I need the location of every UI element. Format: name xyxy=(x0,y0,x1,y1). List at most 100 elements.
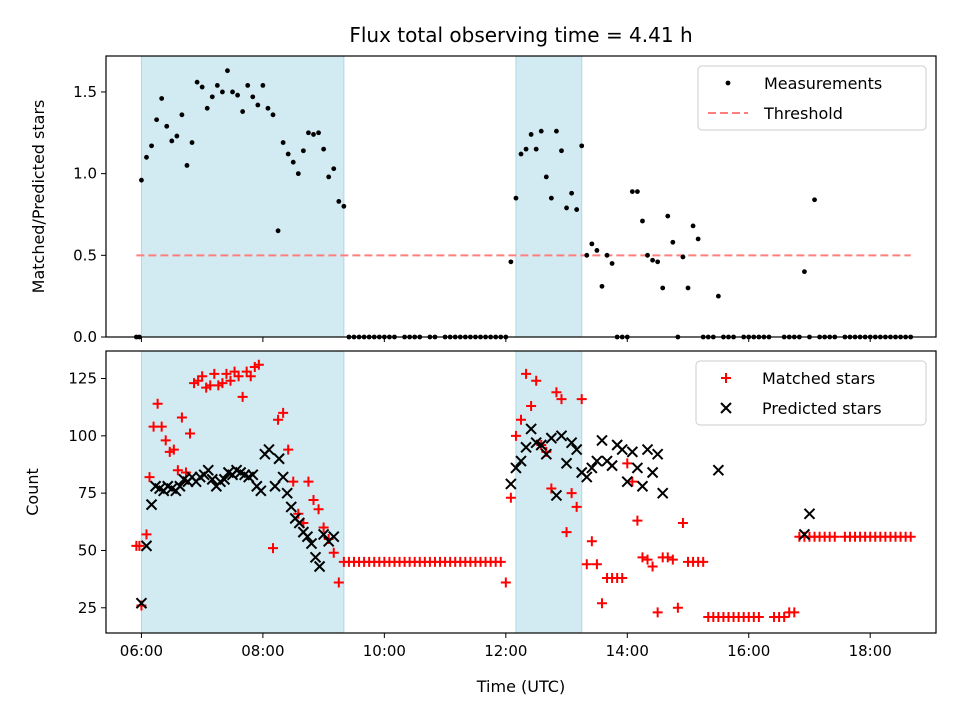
data-point xyxy=(642,554,653,565)
legend: Matched stars Predicted stars xyxy=(695,360,927,426)
data-point xyxy=(278,407,289,418)
data-point xyxy=(609,261,615,266)
data-point xyxy=(695,236,701,242)
data-point xyxy=(599,283,605,289)
data-point xyxy=(698,556,709,567)
data-point xyxy=(326,174,332,180)
data-point xyxy=(313,504,324,515)
data-point xyxy=(152,398,163,409)
data-point xyxy=(305,537,318,550)
data-point xyxy=(591,559,602,570)
data-point xyxy=(285,151,291,157)
data-point xyxy=(185,428,196,439)
data-point xyxy=(540,448,553,460)
data-point xyxy=(237,391,248,402)
legend-marker-x xyxy=(720,402,732,414)
observing-window-shade xyxy=(515,55,583,338)
ratio-panel: 0.0 0.5 1.0 1.5 Matched/Predicted stars Measu… xyxy=(29,55,937,346)
legend-marker-plus xyxy=(721,373,731,383)
data-point xyxy=(574,207,580,212)
data-point xyxy=(576,394,587,405)
data-point xyxy=(510,430,521,441)
data-point xyxy=(141,529,152,540)
data-point xyxy=(176,412,187,423)
data-point xyxy=(328,547,339,558)
data-point xyxy=(543,174,549,180)
data-point xyxy=(250,94,256,100)
data-point xyxy=(197,371,208,382)
plot-frame xyxy=(105,55,937,338)
data-point xyxy=(635,189,640,194)
data-point xyxy=(640,218,645,224)
data-point xyxy=(660,285,666,291)
data-point xyxy=(560,457,573,470)
data-point xyxy=(235,92,240,98)
data-point xyxy=(140,540,153,552)
data-point xyxy=(525,423,537,435)
data-point xyxy=(626,446,639,458)
data-point xyxy=(551,387,562,398)
y-tick-label: 1.5 xyxy=(73,83,97,101)
data-point xyxy=(174,133,180,139)
data-point xyxy=(604,252,610,258)
x-axis-label: Time (UTC) xyxy=(476,677,565,696)
y-tick-label: 1.0 xyxy=(73,165,97,183)
data-point xyxy=(159,96,165,101)
data-point xyxy=(531,375,542,386)
data-point xyxy=(505,478,517,490)
legend-label: Threshold xyxy=(763,104,843,123)
legend-label: Predicted stars xyxy=(762,399,882,418)
data-point xyxy=(554,128,559,134)
data-point xyxy=(217,378,228,389)
data-point xyxy=(559,148,564,154)
data-point xyxy=(798,528,811,541)
series-predicted-stars xyxy=(135,423,816,609)
data-point xyxy=(263,443,275,456)
data-point xyxy=(566,488,577,499)
data-point xyxy=(204,105,210,111)
data-point xyxy=(309,551,322,564)
data-point xyxy=(169,138,175,144)
data-point xyxy=(651,448,664,460)
x-tick-label: 10:00 xyxy=(363,642,406,660)
data-point xyxy=(680,254,686,260)
chart-title: Flux total observing time = 4.41 h xyxy=(349,23,692,47)
x-tick-label: 14:00 xyxy=(606,642,649,660)
data-point xyxy=(690,223,696,229)
data-point xyxy=(285,501,297,513)
data-point xyxy=(145,498,158,511)
data-point xyxy=(555,430,568,442)
data-point xyxy=(199,84,205,90)
data-point xyxy=(317,528,330,541)
data-point xyxy=(641,443,654,456)
data-point xyxy=(629,189,635,194)
data-point xyxy=(632,515,643,526)
data-point xyxy=(556,394,567,405)
data-point xyxy=(617,572,628,583)
data-point xyxy=(516,414,526,425)
data-point xyxy=(546,483,557,494)
data-point xyxy=(561,527,572,538)
data-point xyxy=(685,285,691,291)
data-point xyxy=(174,480,186,492)
data-point xyxy=(270,112,276,118)
y-tick-label: 50 xyxy=(78,541,97,559)
data-point xyxy=(510,462,522,474)
data-point xyxy=(622,458,633,469)
data-point xyxy=(288,476,299,487)
data-point xyxy=(564,205,569,211)
data-point xyxy=(283,444,294,455)
data-point xyxy=(550,489,563,502)
x-tick-label: 18:00 xyxy=(849,642,892,660)
y-tick-label: 100 xyxy=(68,427,97,445)
data-point xyxy=(665,213,671,219)
data-point xyxy=(290,159,296,165)
data-point xyxy=(303,476,314,487)
legend-marker-dot xyxy=(725,80,731,86)
data-point xyxy=(149,143,154,149)
data-point xyxy=(565,436,578,449)
data-point xyxy=(202,464,214,476)
data-point xyxy=(269,480,281,492)
data-point xyxy=(139,177,144,183)
data-point xyxy=(508,259,514,265)
